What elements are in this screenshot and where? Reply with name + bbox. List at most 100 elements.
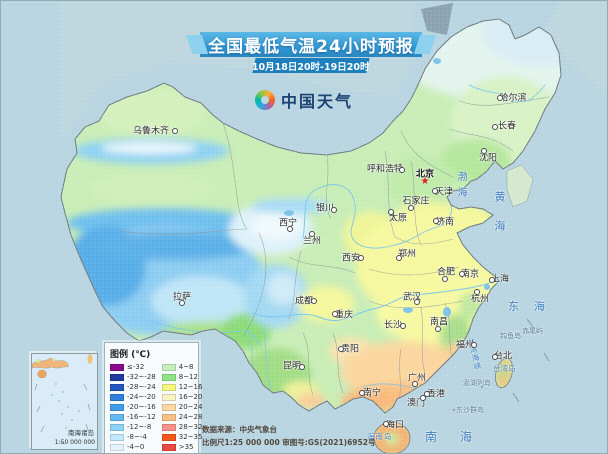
legend-swatch — [110, 383, 124, 391]
city-marker — [433, 218, 439, 224]
data-source: 数据来源：中央气象台 — [202, 425, 277, 434]
city-label: 贵阳 — [340, 344, 360, 355]
city-marker — [331, 207, 337, 213]
city-label: 西安 — [341, 253, 361, 264]
legend-title: 图例 (℃) — [110, 350, 151, 360]
city-marker — [459, 271, 465, 277]
city-marker — [471, 342, 477, 348]
city-label: 长沙 — [383, 320, 403, 331]
legend-swatch — [161, 393, 176, 401]
city-label: 太原 — [388, 213, 408, 224]
city-label: 福州 — [455, 340, 475, 351]
legend-swatch — [110, 363, 124, 371]
sea-label: 南海 — [425, 430, 496, 444]
legend-range-label: -28~-24 — [127, 383, 156, 392]
city-marker — [172, 128, 178, 134]
city-marker — [412, 381, 418, 387]
inset-label: 南海诸岛 — [68, 429, 94, 437]
city-marker — [399, 167, 405, 173]
city-marker — [338, 346, 344, 352]
city-label: 拉萨 — [172, 292, 192, 303]
legend-item: 4~8 — [161, 363, 203, 372]
city-label: 济南 — [435, 217, 455, 228]
city-marker — [435, 326, 441, 332]
city-marker — [474, 289, 480, 295]
legend-item: >35 — [161, 443, 203, 452]
city-label: 沈阳 — [478, 153, 498, 164]
subtitle-banner: 10月18日20时-19日20时 — [252, 58, 370, 73]
brand-name: 中国天气 — [280, 92, 353, 111]
sea-label: 台湾岛 — [493, 364, 516, 373]
city-marker — [358, 255, 364, 261]
city-marker — [359, 390, 365, 396]
legend-range-label: >35 — [178, 443, 194, 452]
legend-swatch — [161, 433, 176, 441]
city-marker — [492, 124, 498, 130]
city-marker — [311, 298, 317, 304]
legend-range-label: ≤-32 — [127, 363, 145, 372]
city-label: 香港 — [426, 389, 446, 400]
legend-swatch — [110, 413, 124, 421]
city-label: 天津 — [434, 187, 454, 198]
legend-range-label: -16~-12 — [127, 413, 156, 422]
legend-item: 16~20 — [161, 393, 202, 402]
legend-item: -24~-20 — [110, 393, 156, 402]
legend-item: 20~24 — [161, 403, 202, 412]
city-label: 南京 — [460, 269, 480, 280]
sea-label: 黄海 — [493, 191, 506, 249]
sea-label: 东沙群岛 — [456, 406, 484, 414]
city-marker — [497, 95, 503, 101]
city-label: 合肥 — [436, 267, 456, 278]
legend-item: 24~28 — [161, 413, 202, 422]
legend-item: -28~-24 — [110, 383, 156, 392]
china-weather-pinwheel-icon — [254, 90, 275, 110]
legend-range-label: -8~-4 — [127, 433, 147, 442]
rivers — [150, 84, 546, 394]
city-label: 南昌 — [429, 317, 449, 328]
south-china-sea-inset: 南海诸岛 1:50 000 000 — [31, 353, 98, 450]
city-marker — [332, 311, 338, 317]
legend-swatch — [161, 403, 176, 411]
sea-label: 渤海 — [455, 171, 466, 203]
city-marker — [489, 277, 495, 283]
legend-range-label: -32~-28 — [127, 373, 156, 382]
city-label: 成都 — [294, 296, 314, 307]
legend-swatch — [161, 423, 176, 431]
sea-label: 钓鱼岛 — [500, 332, 521, 340]
forecast-period: 10月18日20时-19日20时 — [252, 61, 370, 73]
map-scale: 比例尺1:25 000 000 审图号:GS(2021)6952号 — [202, 437, 376, 447]
city-label: 杭州 — [470, 294, 490, 305]
city-marker — [287, 226, 293, 232]
legend-item: -32~-28 — [110, 373, 156, 382]
city-marker — [424, 391, 430, 397]
city-label: 澳门 — [406, 398, 426, 409]
legend-range-label: 8~12 — [178, 373, 198, 382]
city-label: 广州 — [407, 373, 427, 384]
city-marker — [396, 255, 402, 261]
legend-range-label: 28~32 — [178, 423, 203, 432]
city-label: 台北 — [493, 351, 513, 362]
inset-mini-map — [32, 354, 97, 449]
legend-range-label: -12~-8 — [127, 423, 152, 432]
city-marker — [299, 364, 305, 370]
sea-label: 东海 — [508, 300, 560, 313]
small-islands — [453, 318, 550, 411]
sea-label: 澎湖列岛 — [463, 379, 491, 387]
province-borders — [118, 96, 550, 400]
legend-swatch — [161, 413, 176, 421]
sea-label: 海南岛 — [367, 432, 393, 441]
legend-column-right: 4~8 8~12 12~16 16~20 20~24 24~28 28~32 32~35 >35 — [161, 363, 203, 453]
city-label: 哈尔滨 — [499, 93, 527, 104]
brand-logo: 中国天气 — [1, 88, 607, 112]
sea-label: 赤尾屿 — [522, 327, 543, 335]
city-marker — [309, 231, 315, 237]
legend-swatch — [161, 383, 176, 391]
legend-swatch — [161, 443, 176, 451]
title-banner: 全国最低气温24小时预报 — [200, 32, 422, 57]
legend-swatch — [110, 393, 124, 401]
city-label: 郑州 — [397, 249, 417, 260]
inset-scale: 1:50 000 000 — [54, 439, 95, 446]
legend-range-label: 12~16 — [178, 383, 203, 392]
city-marker — [442, 276, 448, 282]
